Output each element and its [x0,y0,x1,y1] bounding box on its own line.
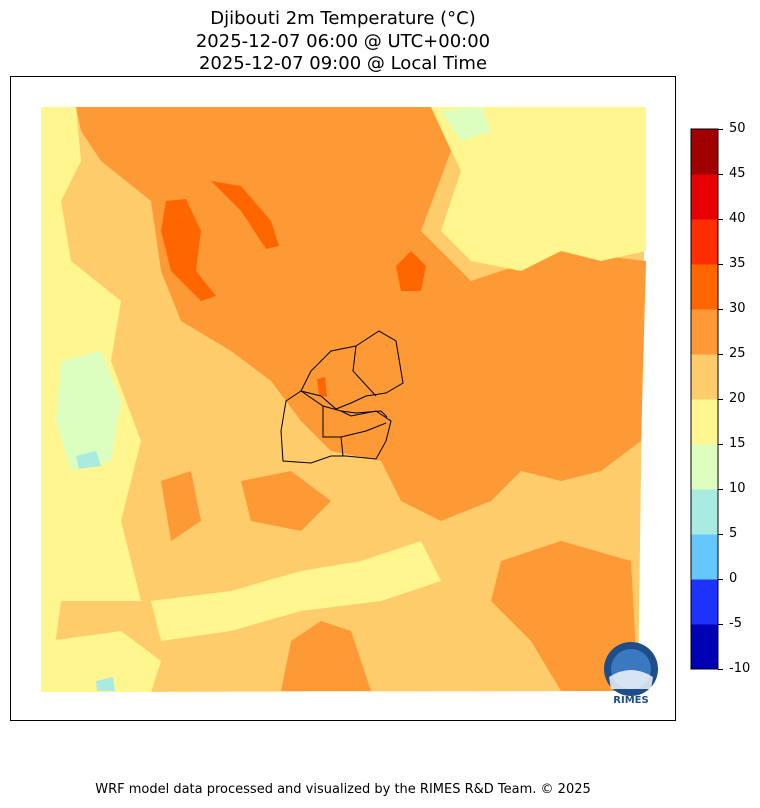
colorbar-tick-mark [718,669,723,670]
field-25-30-south-east [491,541,638,691]
colorbar-tick-label: 10 [729,481,746,496]
colorbar-tick-label: 15 [729,436,746,451]
colorbar [690,128,719,670]
footer-credit: WRF model data processed and visualized … [95,782,591,797]
colorbar-bin-25-to-30 [691,309,718,355]
title-line-2: 2025-12-07 06:00 @ UTC+00:00 [195,31,491,52]
field-30-35-center [317,377,327,397]
colorbar-tick-mark [718,309,723,310]
title-line-3: 2025-12-07 09:00 @ Local Time [198,53,488,74]
rimes-logo: RIMES [604,642,658,706]
colorbar-tick-mark [718,534,723,535]
colorbar-tick-mark [718,354,723,355]
field-5-10-sw [96,677,115,691]
colorbar-bin-15-to-20 [691,399,718,445]
colorbar-bin-0-to-5 [691,534,718,580]
field-10-15-w [56,351,121,471]
colorbar-tick-mark [718,624,723,625]
colorbar-tick-label: 25 [729,346,746,361]
colorbar-bin--10-to--5 [691,624,718,670]
colorbar-tick-label: 50 [729,121,746,136]
colorbar-tick-mark [718,174,723,175]
title-line-1: Djibouti 2m Temperature (°C) [210,8,476,29]
field-15-20-south-west [49,631,161,692]
djibouti-boundaries [280,330,404,464]
colorbar-tick-mark [718,219,723,220]
colorbar-bin-10-to-15 [691,444,718,490]
colorbar-bin-40-to-45 [691,174,718,220]
colorbar-tick-label: 30 [729,301,746,316]
field-10-15-ne [441,107,491,141]
field-15-20-south [151,541,441,641]
colorbar-tick-label: 35 [729,256,746,271]
colorbar-tick-label: 0 [729,571,738,586]
colorbar-tick-mark [718,264,723,265]
colorbar-bin-45-to-50 [691,129,718,175]
field-25-30-mid [241,471,331,531]
field-30-35-nw [161,199,216,301]
colorbar-tick-label: -10 [729,661,751,676]
field-25-30-north-east [76,107,646,521]
colorbar-tick-label: -5 [729,616,742,631]
temperature-map: RIMES [41,107,658,706]
field-25-30-south [281,621,371,691]
field-30-35-ne [396,251,426,291]
colorbar-tick-label: 40 [729,211,746,226]
colorbar-tick-mark [718,579,723,580]
colorbar-tick-label: 45 [729,166,746,181]
colorbar-bin-30-to-35 [691,264,718,310]
colorbar-tick-mark [718,444,723,445]
field-25-30-west [161,471,201,541]
colorbar-tick-mark [718,489,723,490]
field-15-20-north-east [431,107,646,271]
colorbar-bin-20-to-25 [691,354,718,400]
logo-text: RIMES [613,695,648,706]
field-30-35-north [211,181,279,249]
colorbar-tick-label: 20 [729,391,746,406]
colorbar-tick-mark [718,129,723,130]
map-frame: RIMES [10,76,676,721]
field-5-10-w [76,451,101,469]
colorbar-bin-35-to-40 [691,219,718,265]
colorbar-bin--5-to-0 [691,579,718,625]
colorbar-tick-mark [718,399,723,400]
colorbar-bin-5-to-10 [691,489,718,535]
colorbar-tick-label: 5 [729,526,738,541]
